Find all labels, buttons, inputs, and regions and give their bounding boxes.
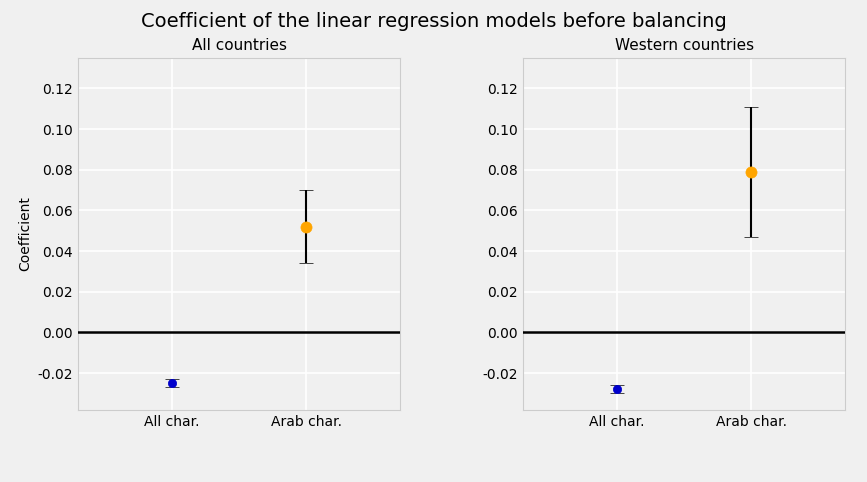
Title: All countries: All countries (192, 38, 287, 53)
Y-axis label: Coefficient: Coefficient (18, 196, 32, 271)
Text: Coefficient of the linear regression models before balancing: Coefficient of the linear regression mod… (140, 12, 727, 31)
Title: Western countries: Western countries (615, 38, 753, 53)
